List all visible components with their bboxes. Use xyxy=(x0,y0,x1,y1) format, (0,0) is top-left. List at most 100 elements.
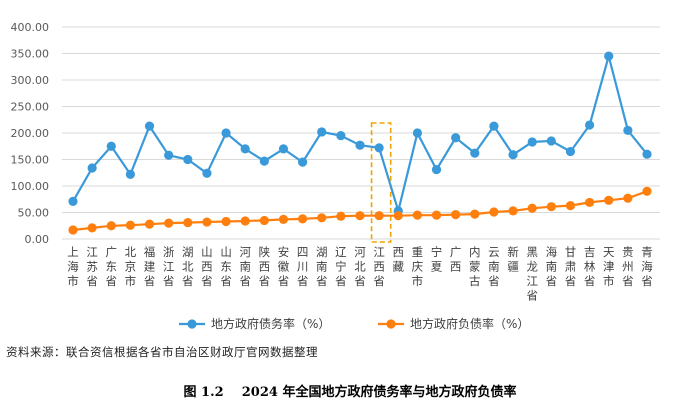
x-category-label: 重庆市 xyxy=(412,245,424,288)
series-1-point xyxy=(527,137,537,147)
x-category-label: 天津市 xyxy=(603,245,615,288)
y-tick-label: 50.00 xyxy=(18,207,50,220)
legend-label-2: 地方政府负债率（%） xyxy=(410,316,529,331)
series-1-point xyxy=(240,144,250,154)
series-2-point xyxy=(164,218,174,228)
x-category-label: 海南省 xyxy=(546,245,558,288)
series-2-point xyxy=(623,193,633,203)
series-2-point xyxy=(240,216,250,226)
series-1-point xyxy=(451,133,461,143)
series-1-point xyxy=(106,141,116,151)
series-1-point xyxy=(68,196,78,206)
series-1-point xyxy=(565,146,576,157)
x-category-label: 福建省 xyxy=(144,245,156,288)
series-2-point xyxy=(183,217,193,228)
chart-area: 400.00 350.00 300.00 250.00 200.00 150.00 100.… xyxy=(11,21,660,331)
x-category-label: 宁夏 xyxy=(431,245,443,274)
legend-marker-2 xyxy=(386,319,396,329)
series-2-point xyxy=(508,206,518,216)
x-category-label: 西藏 xyxy=(393,245,405,274)
series-2-point xyxy=(585,197,595,208)
series-2-point xyxy=(87,223,97,233)
series-1-point xyxy=(259,156,269,166)
series-2-point xyxy=(317,213,327,223)
series-1-point xyxy=(431,164,442,175)
series-1-point xyxy=(221,128,231,138)
x-category-label: 四川省 xyxy=(297,245,309,288)
x-axis-category-labels: 上海市江苏省广东省北京市福建省浙江省湖北省山西省山东省河南省陕西省安徽省四川省湖… xyxy=(67,245,653,303)
x-category-label: 浙江省 xyxy=(163,245,175,288)
y-tick-label: 350.00 xyxy=(11,48,50,61)
series-1-point xyxy=(87,163,97,173)
legend-label-1: 地方政府债务率（%） xyxy=(211,316,330,331)
series-2-point xyxy=(546,202,556,212)
series-2-point xyxy=(374,211,384,221)
series-1-point xyxy=(125,169,135,179)
gridlines xyxy=(62,26,660,240)
legend-marker-1 xyxy=(187,319,197,329)
x-category-label: 江苏省 xyxy=(86,245,98,288)
series-1-point xyxy=(489,121,499,131)
highlight-box xyxy=(370,122,392,243)
x-category-label: 山西省 xyxy=(201,245,213,288)
series-1-point xyxy=(317,127,327,137)
series-1-point xyxy=(642,149,652,159)
x-category-label: 云南省 xyxy=(488,245,500,288)
series-1-point xyxy=(470,148,480,158)
series-2-point xyxy=(451,210,461,220)
series-2-point xyxy=(642,186,652,196)
x-category-label: 新疆 xyxy=(507,245,519,274)
series-2-point xyxy=(355,211,365,221)
series-2-point xyxy=(106,221,116,231)
series-1-point xyxy=(355,140,365,150)
x-category-label: 青海省 xyxy=(641,245,653,288)
series-1-point xyxy=(144,121,155,131)
figure-title: 2024 年全国地方政府债务率与地方政府负债率 xyxy=(241,385,517,400)
x-category-label: 广东省 xyxy=(106,245,118,288)
series-2-point xyxy=(278,214,289,224)
series-2-point xyxy=(202,217,212,227)
series-2-point xyxy=(221,216,231,227)
series-1-point xyxy=(298,157,308,167)
x-category-label: 河北省 xyxy=(354,245,366,288)
figure-caption: 图 1.2 2024 年全国地方政府债务率与地方政府负债率 xyxy=(0,381,700,400)
highlight-dashed-box xyxy=(370,122,392,243)
series-1-point xyxy=(585,120,595,130)
series-line-2 xyxy=(72,190,648,232)
x-category-label: 上海市 xyxy=(67,245,79,288)
x-category-label: 安徽省 xyxy=(278,245,290,288)
series-1-point xyxy=(278,144,289,154)
series-2-point xyxy=(604,195,614,205)
series-1-point xyxy=(336,131,346,141)
series-2-point xyxy=(336,211,346,221)
y-tick-label: 150.00 xyxy=(11,154,50,167)
x-category-label: 黑龙江省 xyxy=(526,245,538,303)
series-2-point xyxy=(144,219,155,229)
series-2-point xyxy=(125,220,135,230)
x-category-label: 吉林省 xyxy=(584,245,596,288)
legend: 地方政府债务率（%） 地方政府负债率（%） xyxy=(179,316,529,331)
series-1-point xyxy=(183,154,193,165)
series-2-point xyxy=(565,201,576,211)
x-category-label: 内蒙古 xyxy=(469,245,481,288)
x-category-label: 山东省 xyxy=(220,245,232,288)
y-tick-label: 0.00 xyxy=(25,233,50,246)
y-tick-label: 200.00 xyxy=(11,127,50,140)
series-1-point xyxy=(374,143,384,153)
x-category-label: 湖北省 xyxy=(182,245,194,288)
y-tick-label: 400.00 xyxy=(11,21,50,34)
x-category-label: 北京市 xyxy=(125,245,137,288)
y-tick-label: 100.00 xyxy=(11,180,50,193)
series-2-point xyxy=(298,214,308,224)
series-1-point xyxy=(164,150,174,160)
series-lines xyxy=(68,51,652,235)
series-1-point xyxy=(623,125,633,135)
series-2-point xyxy=(393,211,403,221)
series-1-point xyxy=(202,168,212,178)
series-2-point xyxy=(431,210,442,220)
y-tick-label: 250.00 xyxy=(11,101,50,114)
x-category-label: 贵州省 xyxy=(622,245,634,288)
x-category-label: 广西 xyxy=(450,245,462,274)
figure-number: 图 1.2 xyxy=(183,385,224,400)
series-2-point xyxy=(68,225,78,235)
